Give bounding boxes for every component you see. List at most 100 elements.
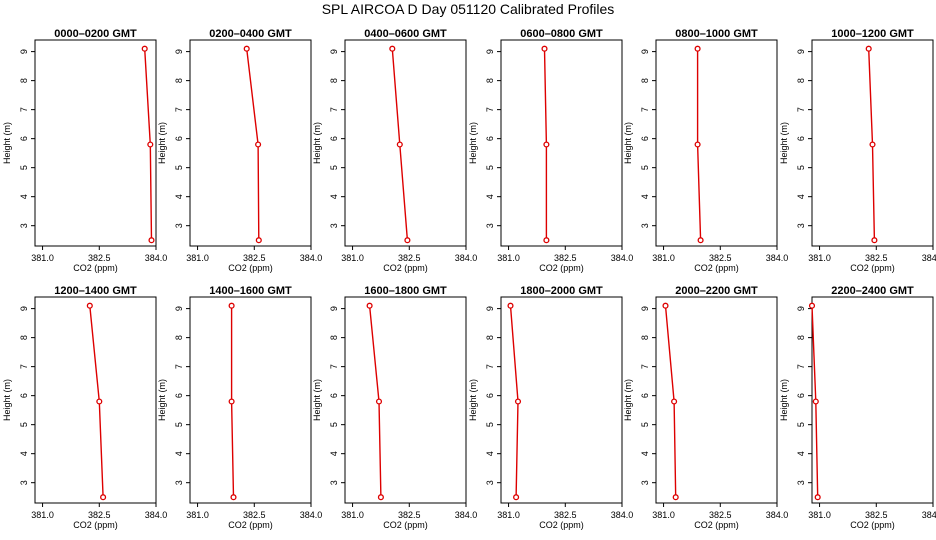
y-tick-label: 7 — [174, 364, 184, 369]
x-tick-label: 382.5 — [88, 510, 111, 520]
y-tick-label: 9 — [796, 49, 806, 54]
data-point — [100, 494, 107, 501]
x-tick-label: 382.5 — [398, 253, 421, 263]
panel-title: 0800–1000 GMT — [675, 28, 758, 40]
y-tick-label: 4 — [640, 194, 650, 199]
data-point — [243, 45, 250, 52]
data-point — [96, 398, 103, 405]
x-tick-label: 381.0 — [808, 510, 831, 520]
data-point — [255, 141, 262, 148]
y-tick-label: 8 — [796, 78, 806, 83]
y-tick-label: 6 — [174, 393, 184, 398]
x-tick-label: 382.5 — [243, 510, 266, 520]
y-axis-label: Height (m) — [312, 379, 322, 421]
plot-frame — [811, 296, 934, 504]
y-tick-label: 8 — [19, 335, 29, 340]
y-tick-label: 5 — [329, 165, 339, 170]
y-tick-label: 3 — [174, 223, 184, 228]
x-tick-label: 381.0 — [497, 510, 520, 520]
data-point — [514, 398, 522, 405]
x-tick-label: 384.0 — [300, 253, 323, 263]
data-point — [814, 494, 821, 501]
x-tick-label: 384.0 — [611, 253, 634, 263]
x-tick-label: 382.5 — [88, 253, 111, 263]
y-axis-label: Height (m) — [623, 379, 633, 421]
data-point — [147, 141, 154, 148]
y-tick-label: 6 — [640, 136, 650, 141]
data-point — [871, 237, 878, 244]
y-tick-label: 7 — [329, 364, 339, 369]
x-tick-label: 381.0 — [497, 253, 520, 263]
y-tick-label: 4 — [640, 451, 650, 456]
y-tick-label: 6 — [796, 393, 806, 398]
profile-panel: 1200–1400 GMT 381.0 382.5 384.0 3 4 5 6 7 8 9 CO2 (… — [2, 285, 167, 530]
y-tick-label: 4 — [329, 194, 339, 199]
plot-frame — [189, 39, 312, 247]
y-tick-label: 3 — [329, 223, 339, 228]
data-point — [228, 302, 235, 309]
y-tick-label: 4 — [796, 451, 806, 456]
data-point — [228, 398, 235, 405]
y-axis-label: Height (m) — [2, 379, 12, 421]
y-tick-label: 5 — [329, 422, 339, 427]
plot-frame — [189, 296, 312, 504]
data-point — [543, 237, 550, 244]
x-tick-label: 381.0 — [31, 510, 54, 520]
profile-panel: 2200–2400 GMT 381.0 382.5 384.0 3 4 5 6 7 8 9 CO2 (… — [779, 285, 936, 530]
x-tick-label: 382.5 — [554, 510, 577, 520]
figure-title: SPL AIRCOA D Day 051120 Calibrated Profi… — [322, 1, 615, 17]
y-axis-label: Height (m) — [623, 122, 633, 164]
x-axis-label: CO2 (ppm) — [850, 520, 895, 530]
y-tick-label: 6 — [796, 136, 806, 141]
y-axis-label: Height (m) — [157, 379, 167, 421]
x-axis-label: CO2 (ppm) — [383, 520, 428, 530]
profile-panel: 1000–1200 GMT 381.0 382.5 384.0 3 4 5 6 7 8 9 CO2 (… — [779, 28, 936, 273]
x-tick-label: 382.5 — [709, 253, 732, 263]
y-tick-label: 4 — [485, 194, 495, 199]
x-tick-label: 384.0 — [766, 510, 789, 520]
y-tick-label: 8 — [485, 335, 495, 340]
y-tick-label: 9 — [174, 306, 184, 311]
data-point — [865, 45, 872, 52]
data-point — [543, 141, 550, 148]
data-point — [396, 141, 403, 148]
y-tick-label: 3 — [796, 223, 806, 228]
plot-frame — [34, 39, 157, 247]
y-tick-label: 8 — [174, 335, 184, 340]
x-tick-label: 382.5 — [243, 253, 266, 263]
y-tick-label: 3 — [19, 223, 29, 228]
data-point — [869, 141, 876, 148]
y-tick-label: 9 — [485, 49, 495, 54]
data-point — [671, 398, 678, 405]
y-tick-label: 9 — [640, 49, 650, 54]
x-axis-label: CO2 (ppm) — [539, 520, 584, 530]
y-axis-label: Height (m) — [779, 122, 789, 164]
y-tick-label: 4 — [174, 194, 184, 199]
x-tick-label: 384.0 — [922, 253, 936, 263]
y-tick-label: 5 — [485, 165, 495, 170]
data-point — [366, 302, 373, 309]
y-tick-label: 4 — [329, 451, 339, 456]
y-tick-label: 5 — [640, 422, 650, 427]
panel-title: 2000–2200 GMT — [675, 285, 758, 297]
y-tick-label: 7 — [19, 364, 29, 369]
y-tick-label: 5 — [174, 165, 184, 170]
y-tick-label: 4 — [19, 451, 29, 456]
plot-frame — [811, 39, 934, 247]
data-point — [148, 237, 155, 244]
data-point — [507, 302, 514, 309]
data-point — [541, 45, 548, 52]
panel-title: 1600–1800 GMT — [364, 285, 447, 297]
y-tick-label: 5 — [485, 422, 495, 427]
profile-panel: 1600–1800 GMT 381.0 382.5 384.0 3 4 5 6 7 8 9 CO2 (… — [312, 285, 477, 530]
x-tick-label: 381.0 — [652, 510, 675, 520]
y-tick-label: 7 — [485, 364, 495, 369]
x-tick-label: 381.0 — [341, 510, 364, 520]
y-tick-label: 3 — [485, 223, 495, 228]
data-point — [404, 237, 411, 244]
y-tick-label: 6 — [640, 393, 650, 398]
y-tick-label: 9 — [640, 306, 650, 311]
y-tick-label: 9 — [796, 306, 806, 311]
y-tick-label: 5 — [640, 165, 650, 170]
